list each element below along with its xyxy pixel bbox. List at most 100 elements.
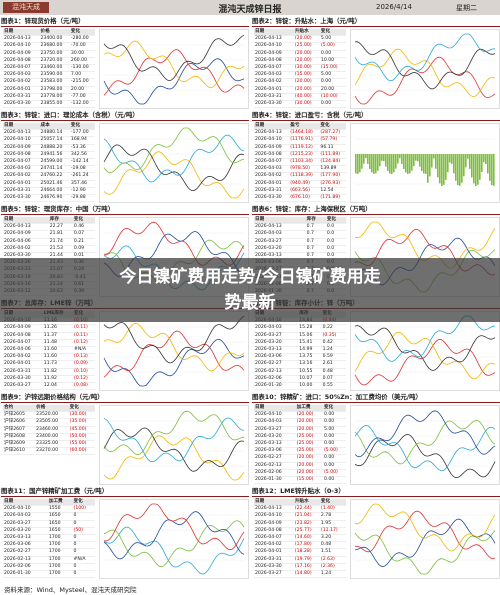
table-cell: (100) [72, 505, 95, 514]
header-cell: 加工费 [47, 499, 73, 507]
table-row: 沪锌2610 23270.00 (60.00) [3, 447, 95, 456]
table-cell: 1700 [47, 548, 73, 557]
table-cell: 0.0 [325, 230, 346, 239]
table-cell: 2026-01-30 [254, 476, 296, 485]
table-cell: 2026-03-06 [254, 447, 296, 456]
table-row: 2026-04-09 23750.00 30.00 [3, 50, 95, 58]
table-cell: 0.42 [321, 339, 346, 348]
table-cell: 2026-02-06 [254, 375, 299, 384]
table-cell: 2026-04-03 [3, 512, 48, 521]
table-cell: (1176.91) [289, 136, 320, 145]
table-cell: 23680.00 [39, 42, 70, 51]
decor-line [103, 417, 245, 463]
decor-bar [363, 154, 365, 164]
header-cell: 变化 [69, 123, 95, 131]
table-cell: (5.00) [322, 469, 346, 478]
table-cell: 0.55 [321, 382, 346, 391]
panel-title: 图表3：锌锭：进口：理论成本（含税）（元/吨） [1, 111, 249, 121]
table-cell: #N/A [72, 556, 95, 564]
data-table: 日期LME库存变化2026-04-1011.16(0.10)2026-04-09… [3, 311, 95, 391]
table-cell: 2026-04-09 [254, 520, 294, 528]
table-cell: 0.00 [322, 440, 346, 449]
table-row: 2026-04-13 (1464.18) (287.27) [254, 129, 346, 138]
table-cell: (177.90) [319, 172, 346, 181]
panel: 图表1：锌现货价格（元/吨） 日期 价格 变化 2026-04-13 23400.00 -2… [1, 17, 249, 109]
table-row: 2026-03-27 0.7 0.0 [254, 238, 346, 246]
table-cell: 23798.00 [39, 86, 70, 94]
table-row: 2026-04-08 (20.00) 10.00 [254, 57, 346, 66]
table-cell: 139.89 [319, 165, 346, 174]
data-table: 日期 成本 变化 2026-04-13 24880.14 -177.00 2026-04-1… [3, 123, 95, 203]
header-cell: 变化 [72, 499, 95, 507]
table-cell: 0.21 [72, 238, 95, 246]
table-cell: 25057.14 [39, 136, 70, 145]
table-cell: 1650 [47, 512, 73, 521]
table-cell: 15.28 [298, 324, 322, 333]
table-cell: 1.24 [319, 570, 346, 579]
table-cell: 1650 [47, 527, 73, 536]
decor-line [103, 520, 245, 568]
table-cell: 2026-04-03 [3, 165, 40, 174]
decor-line [354, 48, 496, 98]
table-cell: 168.94 [69, 136, 95, 145]
decor-bar [423, 154, 425, 174]
decor-bar [415, 154, 417, 161]
table-cell: (978.50) [289, 165, 320, 174]
decor-bar [491, 154, 493, 186]
table-row: 沪锌2606 23505.00 (35.00) [3, 418, 95, 427]
table-cell: (20.00) [295, 426, 323, 434]
decor-line [103, 503, 245, 551]
table-cell: 2026-03-31 [254, 556, 294, 564]
table-cell: (20.00) [295, 418, 323, 427]
table-cell: 11.26 [42, 324, 74, 333]
header-cell: 日期 [3, 217, 49, 225]
decor-bar [477, 154, 479, 185]
table-cell: 2026-03-31 [254, 93, 294, 102]
table-cell: (15.00) [319, 64, 346, 73]
table-row: 2026-03-30 (17.16) (2.36) [254, 563, 346, 572]
header-cell: 变化 [72, 217, 95, 225]
decor-bar [483, 154, 485, 163]
decor-bar [453, 154, 455, 174]
table-cell: 24664.00 [39, 187, 70, 196]
table-cell: 2.61 [321, 360, 346, 369]
panel: 图表2：锌锭：升贴水：上海（元/吨） 日期 升贴水 变化 2026-04-13 (20.0… [252, 17, 500, 109]
chart-area [350, 405, 500, 485]
table-cell: 23583.00 [39, 78, 70, 87]
table-header: 日期 盈亏 变化 [254, 123, 346, 131]
table-cell: 2026-03-30 [254, 563, 294, 572]
table-cell: 11.60 [42, 346, 74, 355]
table-cell: 2026-04-10 [254, 42, 294, 51]
table-cell: 0.00 [322, 462, 346, 470]
table-row: 2026-02-27 1700 0 [3, 548, 95, 557]
header-cell: 变化 [322, 405, 346, 413]
header-cell: 加工费 [295, 405, 323, 413]
table-cell: 2026-04-10 [254, 512, 294, 521]
table-cell: 0 [72, 520, 95, 528]
table-cell: 2026-01-30 [3, 570, 48, 579]
table-cell: 2026-03-30 [3, 100, 40, 109]
table-cell: -132.00 [69, 100, 95, 109]
table-cell: (25.00) [293, 42, 320, 51]
table-row: 2026-03-06 13.75 0.59 [254, 353, 346, 362]
table-cell: 2026-03-27 [254, 238, 306, 246]
table-cell: 2026-04-09 [3, 230, 49, 239]
table-cell: 14.99 [298, 346, 322, 355]
table-cell: 2026-03-06 [254, 353, 299, 362]
table-cell: 23590.00 [39, 71, 70, 80]
table-row: 2026-04-09 (1119.12) 96.11 [254, 144, 346, 152]
table-row: 2026-04-07 11.48 (0.12) [3, 339, 95, 348]
table-cell: 2026-04-09 [254, 50, 294, 58]
table-cell: 0 [72, 548, 95, 557]
table-cell: 2026-01-30 [254, 382, 299, 391]
header-cell: 日期 [254, 499, 294, 507]
table-cell: 0.7 [305, 245, 326, 254]
table-row: 2026-03-20 0.7 0.0 [254, 245, 346, 254]
header-cell: 日期 [254, 217, 306, 225]
decor-line [354, 419, 496, 465]
chart-area [350, 499, 500, 579]
table-row: 2026-03-27 15.06 (0.35) [254, 332, 346, 340]
table-cell: 2026-04-06 [3, 346, 43, 355]
table-row: 2026-03-31 (19.79) (2.63) [254, 556, 346, 564]
table-cell: 2026-04-08 [254, 527, 294, 536]
